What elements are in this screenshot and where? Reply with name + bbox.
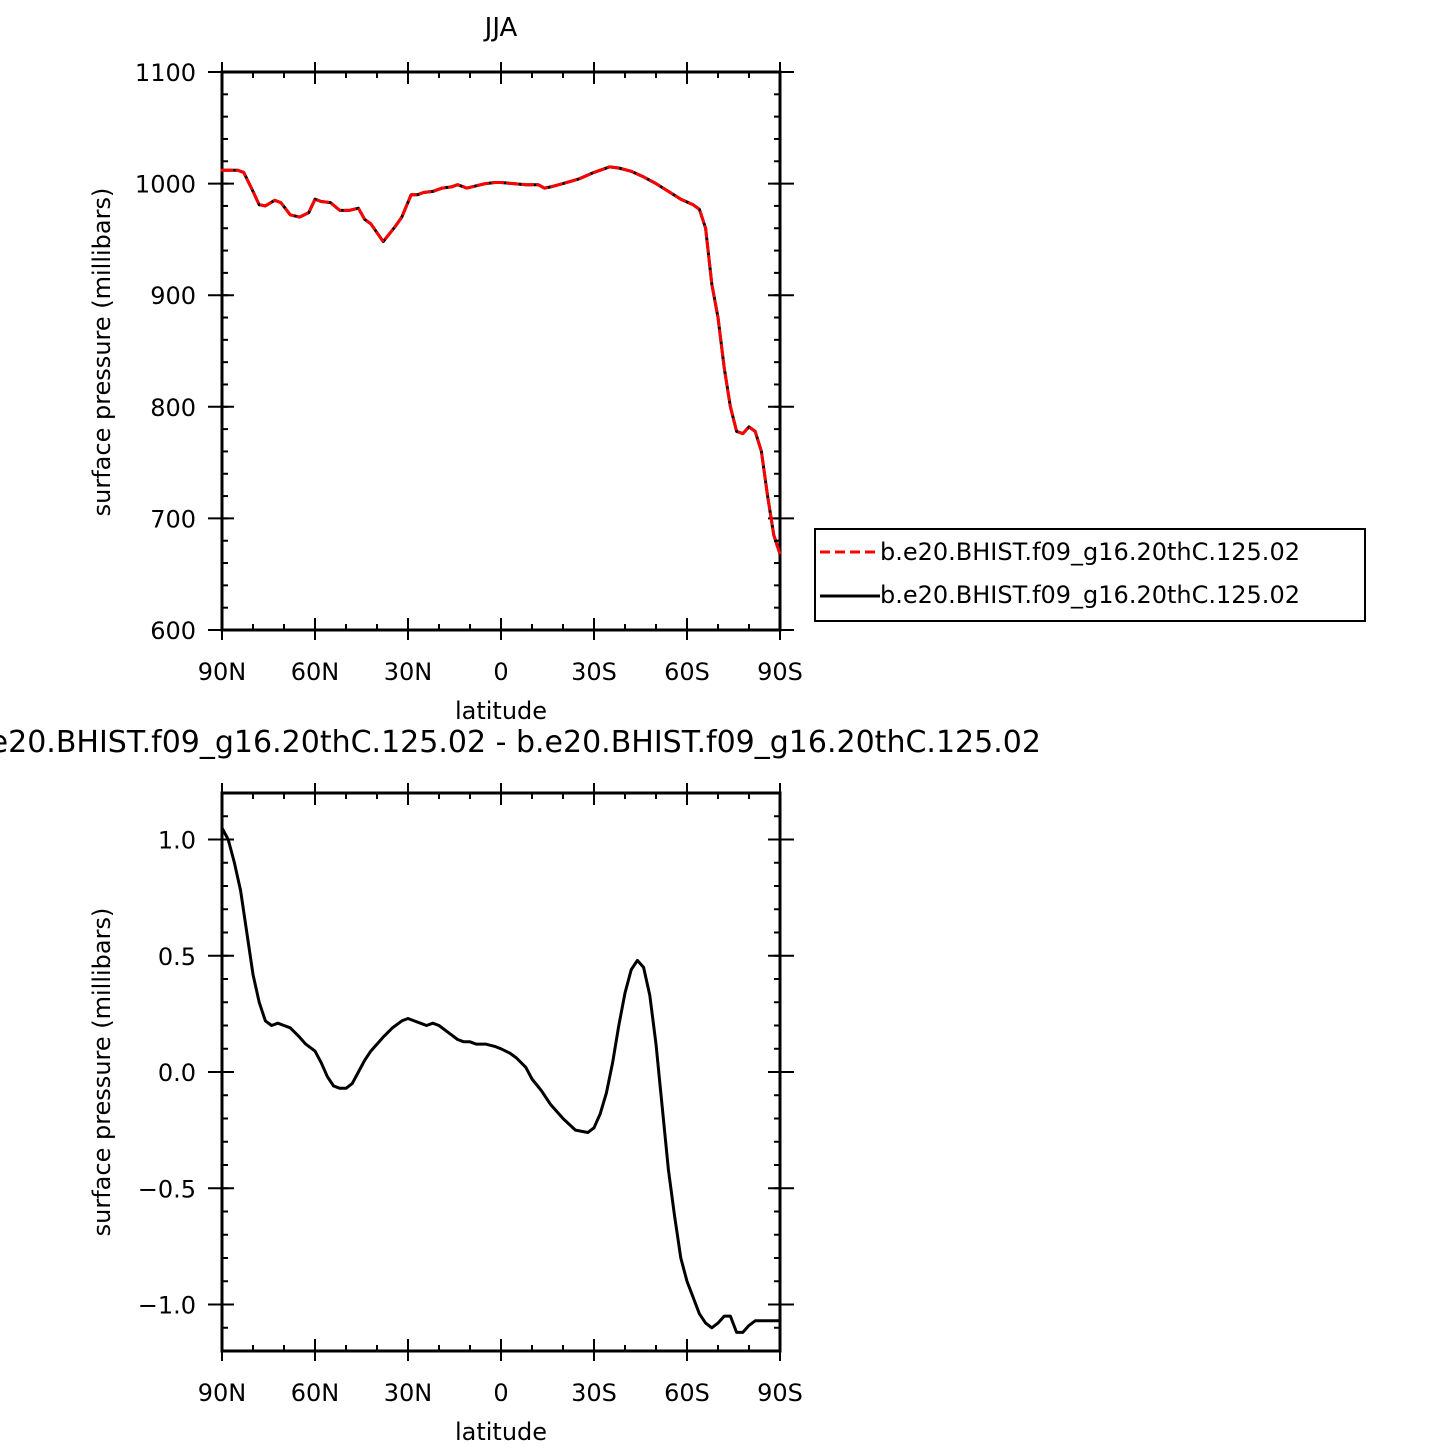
bottom-x-tick-label: 90N [198,1379,247,1407]
top-y-tick-label: 1000 [135,171,196,199]
bottom-y-tick-label: 1.0 [158,827,196,855]
legend-label-series-1: b.e20.BHIST.f09_g16.20thC.125.02 [880,538,1300,566]
bottom-chart-title: b.e20.BHIST.f09_g16.20thC.125.02 - b.e20… [0,725,1041,760]
bottom-x-tick-label: 30N [384,1379,433,1407]
legend: b.e20.BHIST.f09_g16.20thC.125.02 b.e20.B… [814,528,1366,622]
top-y-axis-label: surface pressure (millibars) [88,188,116,517]
top-x-tick-label: 30N [384,658,433,686]
bottom-x-tick-label: 60S [664,1379,710,1407]
top-y-tick-label: 700 [150,505,196,533]
bottom-y-tick-label: 0.0 [158,1059,196,1087]
bottom-y-tick-label: −1.0 [138,1292,196,1320]
top-plot-area: 90N 60N 30N 0 30S 60S 90S 600 700 800 900 1000 1100 [135,59,803,686]
top-y-tick-label: 1100 [135,59,196,87]
bottom-plot-area: 90N 60N 30N 0 30S 60S 90S 1.0 0.5 0.0 −0.5 −1.0 [138,783,803,1407]
bottom-x-axis-label: latitude [455,1418,547,1446]
bottom-y-tick-label: 0.5 [158,943,196,971]
top-plot-frame [220,70,782,632]
top-x-tick-label: 90N [198,658,247,686]
top-x-tick-label: 0 [493,658,508,686]
bottom-y-axis-label: surface pressure (millibars) [88,908,116,1237]
bottom-x-tick-label: 30S [571,1379,617,1407]
legend-box [814,528,1366,622]
bottom-x-tick-label: 60N [291,1379,340,1407]
top-x-tick-label: 90S [757,658,803,686]
top-x-tick-label: 60S [664,658,710,686]
top-x-axis-label: latitude [455,697,547,725]
bottom-series-line-1 [220,826,782,1334]
legend-label-series-2: b.e20.BHIST.f09_g16.20thC.125.02 [880,581,1300,609]
top-x-tick-label: 60N [291,658,340,686]
bottom-plot-frame [220,791,782,1353]
top-y-tick-label: 800 [150,394,196,422]
bottom-x-tick-label: 90S [757,1379,803,1407]
top-y-tick-label: 900 [150,282,196,310]
bottom-y-tick-label: −0.5 [138,1175,196,1203]
top-series-line-1 [220,165,782,556]
top-x-tick-label: 30S [571,658,617,686]
top-chart-title: JJA [483,13,518,43]
top-series-line-2 [220,165,782,556]
top-y-tick-label: 600 [150,617,196,645]
bottom-x-tick-label: 0 [493,1379,508,1407]
